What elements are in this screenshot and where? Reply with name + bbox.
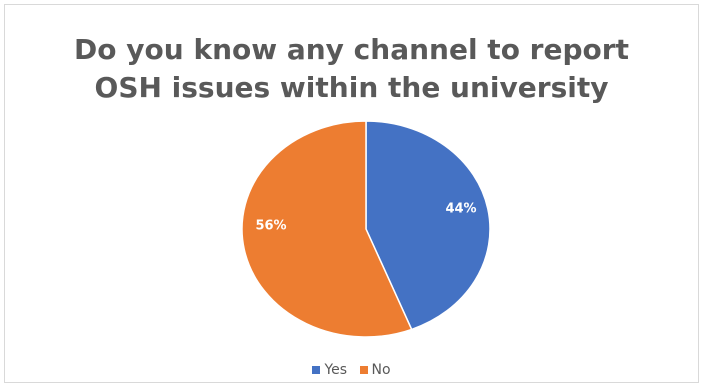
legend-item-yes[interactable]: Yes [312,362,347,378]
pie-chart: 44% 56% [241,120,491,338]
pie-slice-no[interactable] [241,120,413,338]
chart-area: Do you know any channel to report OSH is… [4,4,699,383]
data-label-yes: 44% [445,202,476,217]
legend-item-no[interactable]: No [359,362,391,378]
legend: Yes No [5,362,698,378]
legend-swatch-yes [312,366,321,374]
legend-label-yes: Yes [324,362,348,378]
data-label-no: 56% [255,219,286,234]
chart-title-line-1: Do you know any channel to report [74,33,629,66]
legend-swatch-no [359,366,368,374]
chart-title-line-2: OSH issues within the university [94,71,609,104]
chart-title: Do you know any channel to report OSH is… [5,31,698,107]
legend-label-no: No [371,362,391,378]
pie-slice-yes[interactable] [365,120,491,331]
